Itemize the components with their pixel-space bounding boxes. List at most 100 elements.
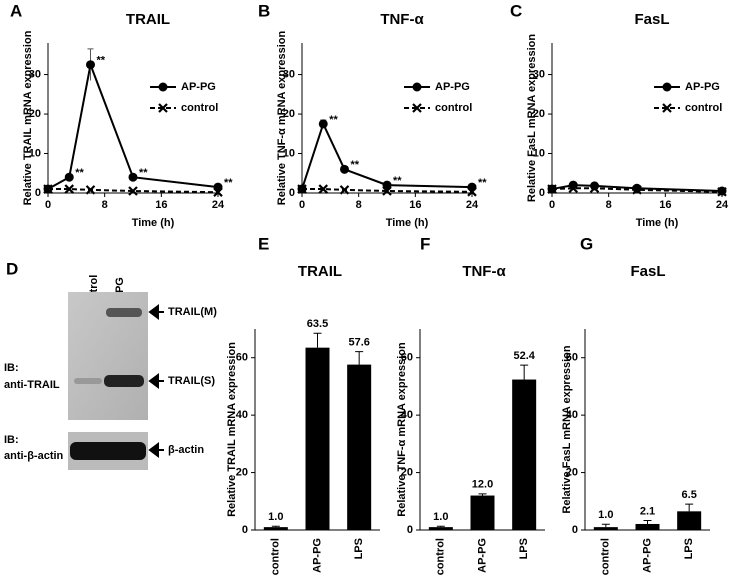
point [589, 183, 600, 194]
panel-letter: G [580, 234, 593, 253]
error-bar [520, 364, 529, 380]
bar [305, 347, 330, 530]
y-axis-label: Relative TRAIL mRNA expression [22, 30, 34, 205]
y-tick-label: 60 [401, 352, 413, 364]
x-tick-label: LPS [683, 538, 695, 559]
error-bar [436, 525, 445, 528]
y-tick-label: 30 [29, 68, 41, 80]
x-tick-label: 0 [549, 199, 555, 211]
x-tick-label: 16 [409, 199, 421, 211]
point [467, 187, 477, 197]
point [632, 185, 642, 195]
y-tick-label: 0 [407, 524, 413, 536]
error-bar [601, 523, 610, 528]
x-tick-label: 8 [356, 199, 362, 211]
band-label: TRAIL(S) [168, 375, 215, 387]
value-label: 1.0 [268, 511, 283, 523]
y-tick-label: 20 [236, 466, 248, 478]
y-axis-label: Relative TNF-α mRNA expression [276, 30, 288, 205]
series-line [301, 121, 473, 190]
x-tick-label: 24 [212, 199, 225, 211]
point [297, 184, 307, 194]
panel-letter: F [420, 234, 430, 253]
legend-marker [158, 103, 168, 113]
y-axis-label: Relative TNF-α mRNA expression [396, 342, 408, 517]
significance-label: ** [329, 114, 338, 126]
x-tick-label: 0 [299, 199, 305, 211]
y-tick-label: 0 [242, 524, 248, 536]
band-label: β-actin [168, 444, 204, 456]
value-label: 12.0 [472, 479, 493, 491]
value-label: 52.4 [513, 350, 535, 362]
significance-label: ** [75, 167, 84, 179]
panel-letter: D [6, 259, 18, 278]
y-tick-label: 0 [35, 187, 41, 199]
bar [677, 511, 702, 530]
band [74, 378, 102, 384]
panel-letter: A [10, 1, 22, 20]
chart-title: FasL [634, 11, 669, 28]
legend-marker [662, 82, 672, 92]
ib-label: IB: [4, 362, 19, 374]
significance-label: ** [224, 177, 233, 189]
y-tick-label: 10 [533, 147, 545, 159]
value-label: 1.0 [598, 509, 613, 521]
y-tick-label: 40 [236, 409, 248, 421]
point [85, 185, 96, 195]
band [106, 308, 142, 317]
point [717, 187, 727, 197]
y-tick-label: 0 [289, 187, 295, 199]
x-tick-label: AP-PG [476, 538, 488, 573]
point [547, 184, 557, 194]
value-label: 63.5 [307, 318, 328, 330]
y-tick-label: 20 [401, 466, 413, 478]
point [64, 172, 74, 182]
x-tick-label: control [270, 538, 282, 575]
legend-marker [662, 103, 672, 113]
x-tick-label: 8 [606, 199, 612, 211]
y-tick-label: 60 [236, 352, 248, 364]
point [568, 183, 579, 194]
y-axis-label: Relative TRAIL mRNA expression [226, 342, 238, 517]
x-axis-label: Time (h) [636, 217, 679, 229]
x-tick-label: control [435, 538, 447, 575]
panel-letter: E [258, 234, 269, 253]
error-bar [355, 351, 364, 365]
point [128, 172, 138, 182]
point [467, 182, 477, 192]
point [318, 184, 329, 194]
y-tick-label: 0 [539, 187, 545, 199]
point [128, 186, 138, 196]
chart-title: TRAIL [298, 263, 342, 280]
significance-label: ** [393, 175, 402, 187]
y-axis-label: Relative FasL mRNA expression [526, 34, 538, 202]
ib-label: IB: [4, 434, 19, 446]
value-label: 6.5 [682, 489, 697, 501]
antibody-label: anti-β-actin [4, 450, 64, 462]
x-tick-label: 0 [45, 199, 51, 211]
bar [512, 379, 537, 530]
panel-letter: C [510, 1, 522, 20]
y-axis-label: Relative FasL mRNA expression [561, 345, 573, 513]
point [632, 183, 642, 193]
y-tick-label: 0 [572, 524, 578, 536]
x-axis-label: Time (h) [132, 217, 175, 229]
point [340, 164, 349, 174]
y-tick-label: 40 [566, 409, 578, 421]
bar [593, 527, 618, 530]
point [86, 60, 95, 70]
x-axis-label: Time (h) [386, 217, 429, 229]
bar [635, 523, 660, 530]
y-tick-label: 20 [566, 466, 578, 478]
arrow [148, 442, 164, 458]
significance-label: ** [478, 177, 487, 189]
chart-title: TNF-α [462, 263, 506, 280]
bar [347, 364, 372, 530]
significance-label: ** [139, 167, 148, 179]
arrow [148, 373, 164, 389]
significance-label: ** [97, 55, 106, 67]
band-label: TRAIL(M) [168, 306, 217, 318]
legend-marker [412, 82, 422, 92]
bar [470, 495, 495, 530]
